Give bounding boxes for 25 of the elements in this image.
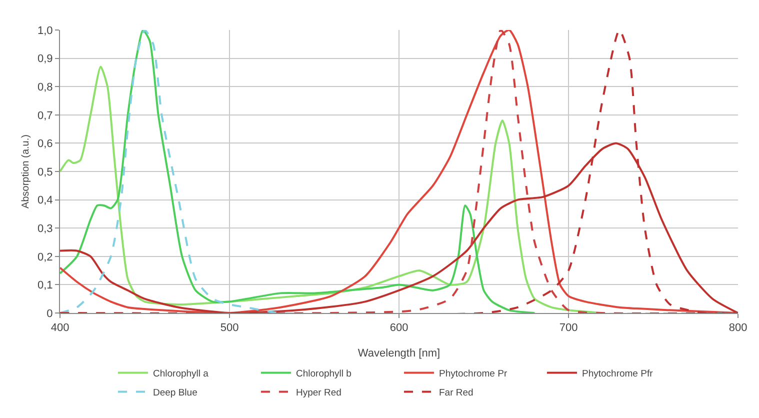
y-tick-label: 0,9 bbox=[38, 53, 53, 66]
x-tick-label: 700 bbox=[559, 322, 578, 334]
y-tick-label: 0,7 bbox=[38, 110, 53, 122]
legend-label: Phytochrome Pfr bbox=[582, 368, 653, 380]
y-tick-label: 0,2 bbox=[38, 251, 53, 264]
legend-label: Phytochrome Pr bbox=[439, 368, 508, 380]
legend-label: Chlorophyll a bbox=[153, 368, 210, 380]
legend-label: Deep Blue bbox=[153, 387, 198, 398]
y-tick-label: 0 bbox=[46, 308, 53, 320]
legend-label: Hyper Red bbox=[296, 387, 342, 398]
x-tick-label: 500 bbox=[220, 322, 239, 334]
x-tick-label: 600 bbox=[390, 322, 408, 334]
y-tick-label: 0,8 bbox=[38, 81, 53, 94]
y-tick-label: 0,6 bbox=[38, 138, 53, 150]
x-axis-title: Wavelength [nm] bbox=[358, 347, 440, 360]
y-tick-label: 0,1 bbox=[38, 280, 53, 292]
x-tick-label: 800 bbox=[728, 322, 748, 334]
y-tick-label: 0,4 bbox=[38, 194, 53, 207]
y-tick-label: 0,3 bbox=[38, 222, 53, 235]
y-tick-label: 0,5 bbox=[38, 166, 53, 178]
legend-label: Far Red bbox=[439, 387, 474, 398]
y-axis-title: Absorption (a.u.) bbox=[20, 134, 32, 208]
y-tick-label: 1,0 bbox=[38, 24, 53, 37]
legend-label: Chlorophyll b bbox=[296, 368, 352, 380]
x-tick-label: 400 bbox=[50, 322, 70, 334]
